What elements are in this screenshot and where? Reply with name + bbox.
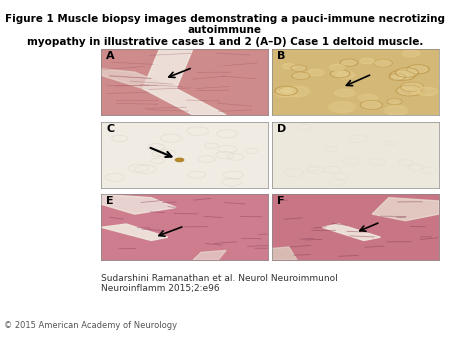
Circle shape [388, 99, 401, 104]
Circle shape [309, 70, 323, 75]
Polygon shape [101, 194, 176, 214]
Text: C: C [106, 124, 114, 134]
Circle shape [332, 71, 348, 77]
Text: B: B [277, 51, 286, 61]
Polygon shape [272, 247, 297, 260]
Text: A: A [106, 51, 115, 61]
Circle shape [330, 102, 354, 112]
Circle shape [293, 73, 308, 79]
Circle shape [292, 66, 306, 71]
Circle shape [375, 60, 391, 66]
Circle shape [362, 101, 381, 109]
Circle shape [400, 75, 411, 79]
Circle shape [277, 91, 292, 97]
Circle shape [397, 69, 417, 76]
Circle shape [386, 106, 406, 114]
Circle shape [361, 58, 374, 64]
Circle shape [285, 87, 308, 96]
Text: D: D [277, 124, 287, 134]
Circle shape [418, 88, 436, 95]
Text: Figure 1 Muscle biopsy images demonstrating a pauci-immune necrotizing autoimmun: Figure 1 Muscle biopsy images demonstrat… [5, 14, 445, 47]
Circle shape [280, 88, 293, 93]
Polygon shape [101, 69, 176, 89]
Circle shape [390, 74, 404, 80]
Text: E: E [106, 196, 114, 206]
Text: © 2015 American Academy of Neurology: © 2015 American Academy of Neurology [4, 320, 178, 330]
Circle shape [276, 87, 296, 95]
Circle shape [392, 71, 413, 79]
Circle shape [410, 90, 423, 95]
Circle shape [330, 65, 344, 70]
Circle shape [398, 87, 420, 95]
Circle shape [176, 158, 184, 162]
Circle shape [336, 71, 355, 79]
Polygon shape [372, 198, 439, 221]
Circle shape [358, 94, 378, 102]
Text: F: F [277, 196, 285, 206]
Circle shape [409, 66, 428, 73]
Polygon shape [143, 49, 226, 115]
Text: Sudarshini Ramanathan et al. Neurol Neuroimmunol
Neuroinflamm 2015;2:e96: Sudarshini Ramanathan et al. Neurol Neur… [101, 274, 338, 293]
Polygon shape [101, 224, 168, 241]
Circle shape [335, 89, 355, 97]
Polygon shape [193, 250, 226, 260]
Circle shape [284, 64, 295, 69]
Circle shape [402, 50, 420, 57]
Circle shape [342, 60, 356, 66]
Polygon shape [322, 224, 381, 241]
Circle shape [402, 83, 422, 91]
